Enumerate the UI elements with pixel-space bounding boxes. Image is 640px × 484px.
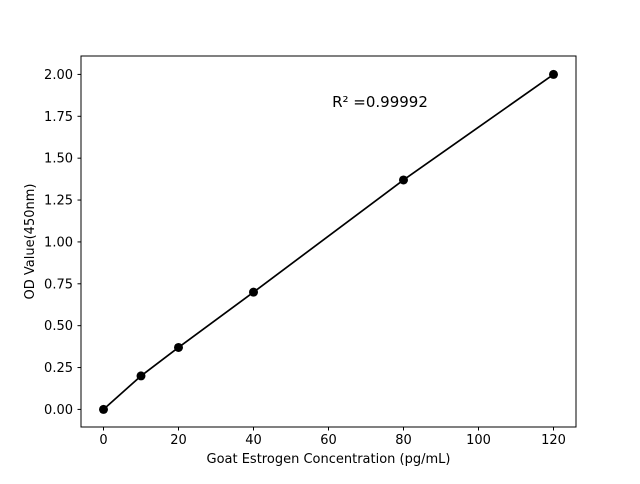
- y-tick-label: 0.00: [44, 403, 73, 418]
- data-point: [174, 342, 183, 352]
- x-tick-label: 60: [320, 433, 337, 448]
- y-axis-label: OD Value(450nm): [23, 184, 38, 300]
- data-point: [399, 175, 408, 185]
- r-squared-annotation: R² =0.99992: [332, 93, 428, 111]
- y-tick-label: 1.75: [44, 110, 73, 125]
- x-tick-label: 40: [245, 433, 262, 448]
- y-tick-label: 1.25: [44, 194, 73, 209]
- data-point: [136, 371, 146, 381]
- x-tick-label: 0: [99, 433, 107, 448]
- x-tick-label: 20: [170, 433, 187, 448]
- x-tick-label: 100: [466, 433, 491, 448]
- data-point: [549, 69, 558, 79]
- y-tick-label: 2.00: [44, 68, 73, 83]
- y-tick-label: 0.75: [44, 277, 73, 292]
- x-tick-label: 120: [541, 433, 566, 448]
- y-tick-label: 1.00: [44, 235, 73, 250]
- plot-area: 0 20 40 60 80 100 120 0.00 0.25 0.50 0.75 1.00 1.25 1…: [44, 55, 577, 448]
- x-axis-label: Goat Estrogen Concentration (pg/mL): [207, 452, 451, 467]
- data-point: [249, 287, 258, 297]
- data-point: [99, 404, 108, 414]
- y-tick-label: 0.25: [44, 361, 73, 376]
- y-tick-label: 1.50: [44, 152, 73, 167]
- y-tick-label: 0.50: [44, 319, 73, 334]
- curve-line: [102, 73, 554, 411]
- x-tick-label: 80: [395, 433, 412, 448]
